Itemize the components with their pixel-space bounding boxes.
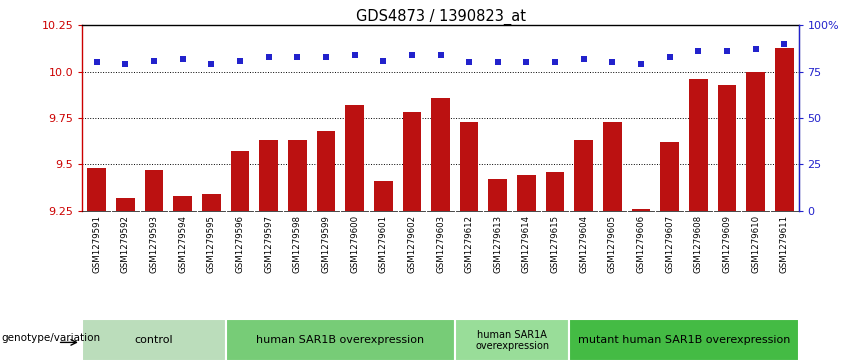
Text: GSM1279594: GSM1279594: [178, 215, 187, 273]
Text: genotype/variation: genotype/variation: [2, 333, 101, 343]
Bar: [775, 48, 793, 211]
Text: GSM1279596: GSM1279596: [235, 215, 245, 273]
Bar: [546, 172, 564, 211]
Bar: [575, 140, 593, 211]
Text: GSM1279593: GSM1279593: [149, 215, 159, 273]
Text: GSM1279613: GSM1279613: [493, 215, 503, 273]
Text: GSM1279598: GSM1279598: [293, 215, 302, 273]
Bar: [489, 179, 507, 211]
Text: GSM1279592: GSM1279592: [121, 215, 130, 273]
Bar: [718, 85, 736, 211]
Text: GSM1279597: GSM1279597: [264, 215, 273, 273]
Bar: [345, 105, 364, 211]
Bar: [603, 122, 621, 211]
Bar: [231, 151, 249, 211]
Bar: [746, 72, 765, 211]
Bar: [288, 140, 306, 211]
Bar: [689, 79, 707, 211]
Bar: [431, 98, 450, 211]
Text: GSM1279608: GSM1279608: [694, 215, 703, 273]
Bar: [145, 170, 163, 211]
Bar: [569, 319, 799, 361]
Bar: [226, 319, 455, 361]
Text: GSM1279607: GSM1279607: [665, 215, 674, 273]
Bar: [517, 175, 536, 211]
Title: GDS4873 / 1390823_at: GDS4873 / 1390823_at: [356, 9, 525, 25]
Bar: [632, 209, 650, 211]
Text: GSM1279615: GSM1279615: [550, 215, 560, 273]
Bar: [661, 142, 679, 211]
Text: GSM1279610: GSM1279610: [751, 215, 760, 273]
Text: GSM1279612: GSM1279612: [464, 215, 474, 273]
Bar: [174, 196, 192, 211]
Bar: [202, 194, 220, 211]
Bar: [403, 113, 421, 211]
Text: GSM1279595: GSM1279595: [207, 215, 216, 273]
Text: GSM1279614: GSM1279614: [522, 215, 531, 273]
Text: GSM1279604: GSM1279604: [579, 215, 589, 273]
Text: GSM1279611: GSM1279611: [779, 215, 789, 273]
Text: GSM1279591: GSM1279591: [92, 215, 102, 273]
Bar: [460, 122, 478, 211]
Text: GSM1279606: GSM1279606: [636, 215, 646, 273]
Text: GSM1279601: GSM1279601: [378, 215, 388, 273]
Text: GSM1279603: GSM1279603: [436, 215, 445, 273]
Bar: [317, 131, 335, 211]
Text: human SAR1B overexpression: human SAR1B overexpression: [256, 335, 424, 345]
Text: GSM1279602: GSM1279602: [407, 215, 417, 273]
Bar: [455, 319, 569, 361]
Bar: [260, 140, 278, 211]
Bar: [82, 319, 226, 361]
Bar: [374, 181, 392, 211]
Bar: [88, 168, 106, 211]
Text: GSM1279605: GSM1279605: [608, 215, 617, 273]
Text: human SAR1A
overexpression: human SAR1A overexpression: [475, 330, 549, 351]
Bar: [116, 197, 135, 211]
Text: mutant human SAR1B overexpression: mutant human SAR1B overexpression: [578, 335, 790, 345]
Text: GSM1279609: GSM1279609: [722, 215, 732, 273]
Text: GSM1279600: GSM1279600: [350, 215, 359, 273]
Text: control: control: [135, 335, 174, 345]
Text: GSM1279599: GSM1279599: [321, 215, 331, 273]
